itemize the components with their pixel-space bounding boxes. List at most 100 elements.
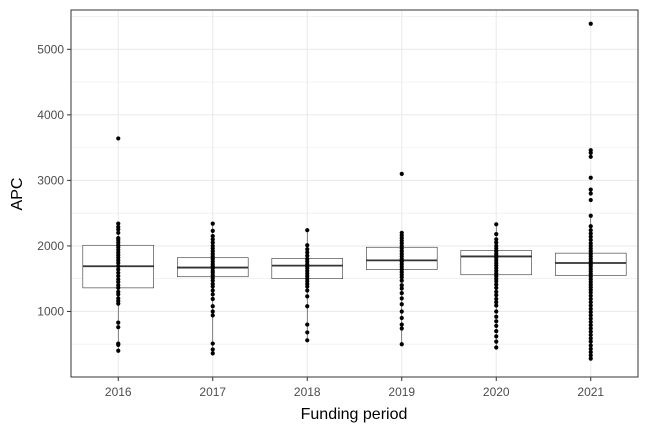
data-point <box>116 221 121 226</box>
data-point <box>305 284 310 289</box>
data-point <box>210 237 215 242</box>
data-point <box>116 279 121 285</box>
data-point <box>210 313 215 318</box>
data-point <box>116 227 121 232</box>
data-point <box>588 187 593 192</box>
x-tick-label: 2017 <box>199 385 226 399</box>
data-point <box>494 232 499 237</box>
data-point <box>399 326 404 331</box>
data-point <box>210 284 215 289</box>
data-point <box>588 316 593 321</box>
data-point <box>494 285 499 290</box>
data-point <box>494 334 499 339</box>
data-point <box>494 292 499 298</box>
data-point <box>210 228 215 233</box>
data-point <box>494 279 499 284</box>
data-point <box>116 301 121 306</box>
data-point <box>494 222 499 227</box>
data-point <box>399 296 404 301</box>
data-point <box>494 240 499 245</box>
data-point <box>116 270 121 275</box>
data-point <box>494 314 499 319</box>
data-point <box>494 296 499 302</box>
data-point <box>116 285 121 290</box>
data-point <box>399 283 404 288</box>
data-point <box>116 260 121 266</box>
data-point <box>588 339 593 344</box>
data-point <box>399 309 404 314</box>
data-point <box>494 303 499 308</box>
data-point <box>399 275 404 280</box>
data-point <box>305 228 310 233</box>
data-point <box>399 278 404 283</box>
data-point <box>399 286 404 291</box>
data-point <box>588 343 593 348</box>
data-point <box>399 315 404 321</box>
data-point <box>210 278 215 283</box>
data-point <box>305 338 310 343</box>
data-point <box>588 234 593 239</box>
data-point <box>588 197 593 203</box>
data-point <box>588 313 593 318</box>
x-tick-label: 2018 <box>294 385 321 399</box>
data-point <box>305 243 310 248</box>
data-point <box>494 319 499 324</box>
data-point <box>494 282 499 287</box>
data-point <box>588 323 593 328</box>
data-point <box>210 221 215 226</box>
y-axis-title: APC <box>9 178 26 211</box>
data-point <box>210 288 215 293</box>
data-point <box>399 291 404 296</box>
y-tick-label: 3000 <box>37 173 64 187</box>
data-point <box>116 325 121 330</box>
data-point <box>399 322 404 327</box>
x-tick-label: 2021 <box>577 385 604 399</box>
data-point <box>494 323 499 328</box>
data-point <box>588 306 593 311</box>
data-point <box>399 171 404 176</box>
x-tick-label: 2020 <box>483 385 510 399</box>
data-point <box>494 289 499 294</box>
data-point <box>588 356 593 361</box>
data-point <box>588 21 593 26</box>
data-point <box>399 302 404 307</box>
data-point <box>116 342 121 347</box>
x-tick-label: 2019 <box>388 385 415 399</box>
data-point <box>210 341 215 346</box>
data-point <box>588 175 593 180</box>
tick-labels: 1000 2000 3000 4000 5000 2016 2017 2018 2019 2020… <box>37 42 604 399</box>
data-point <box>210 304 215 309</box>
data-point <box>210 309 215 314</box>
data-point <box>588 224 593 229</box>
data-point <box>305 288 310 293</box>
data-point <box>588 303 593 308</box>
data-point <box>494 339 499 344</box>
data-point <box>305 322 310 327</box>
data-point <box>588 310 593 315</box>
data-point <box>210 347 215 352</box>
data-point <box>116 292 121 297</box>
data-point <box>494 329 499 334</box>
data-point <box>588 336 593 341</box>
data-point <box>305 304 310 309</box>
data-point <box>588 353 593 358</box>
x-tick-label: 2016 <box>105 385 132 399</box>
data-point <box>494 309 499 314</box>
panel-border <box>70 9 639 378</box>
y-tick-label: 1000 <box>37 304 64 318</box>
data-point <box>494 345 499 350</box>
data-point <box>305 330 310 335</box>
data-point <box>588 154 593 159</box>
data-point <box>116 273 121 279</box>
data-point <box>116 348 121 353</box>
data-point <box>494 237 499 242</box>
data-point <box>588 213 593 218</box>
data-point <box>116 264 121 269</box>
y-tick-label: 4000 <box>37 108 64 122</box>
data-point <box>588 349 593 355</box>
data-point <box>210 351 215 356</box>
data-point <box>210 296 215 302</box>
data-point <box>116 320 121 325</box>
